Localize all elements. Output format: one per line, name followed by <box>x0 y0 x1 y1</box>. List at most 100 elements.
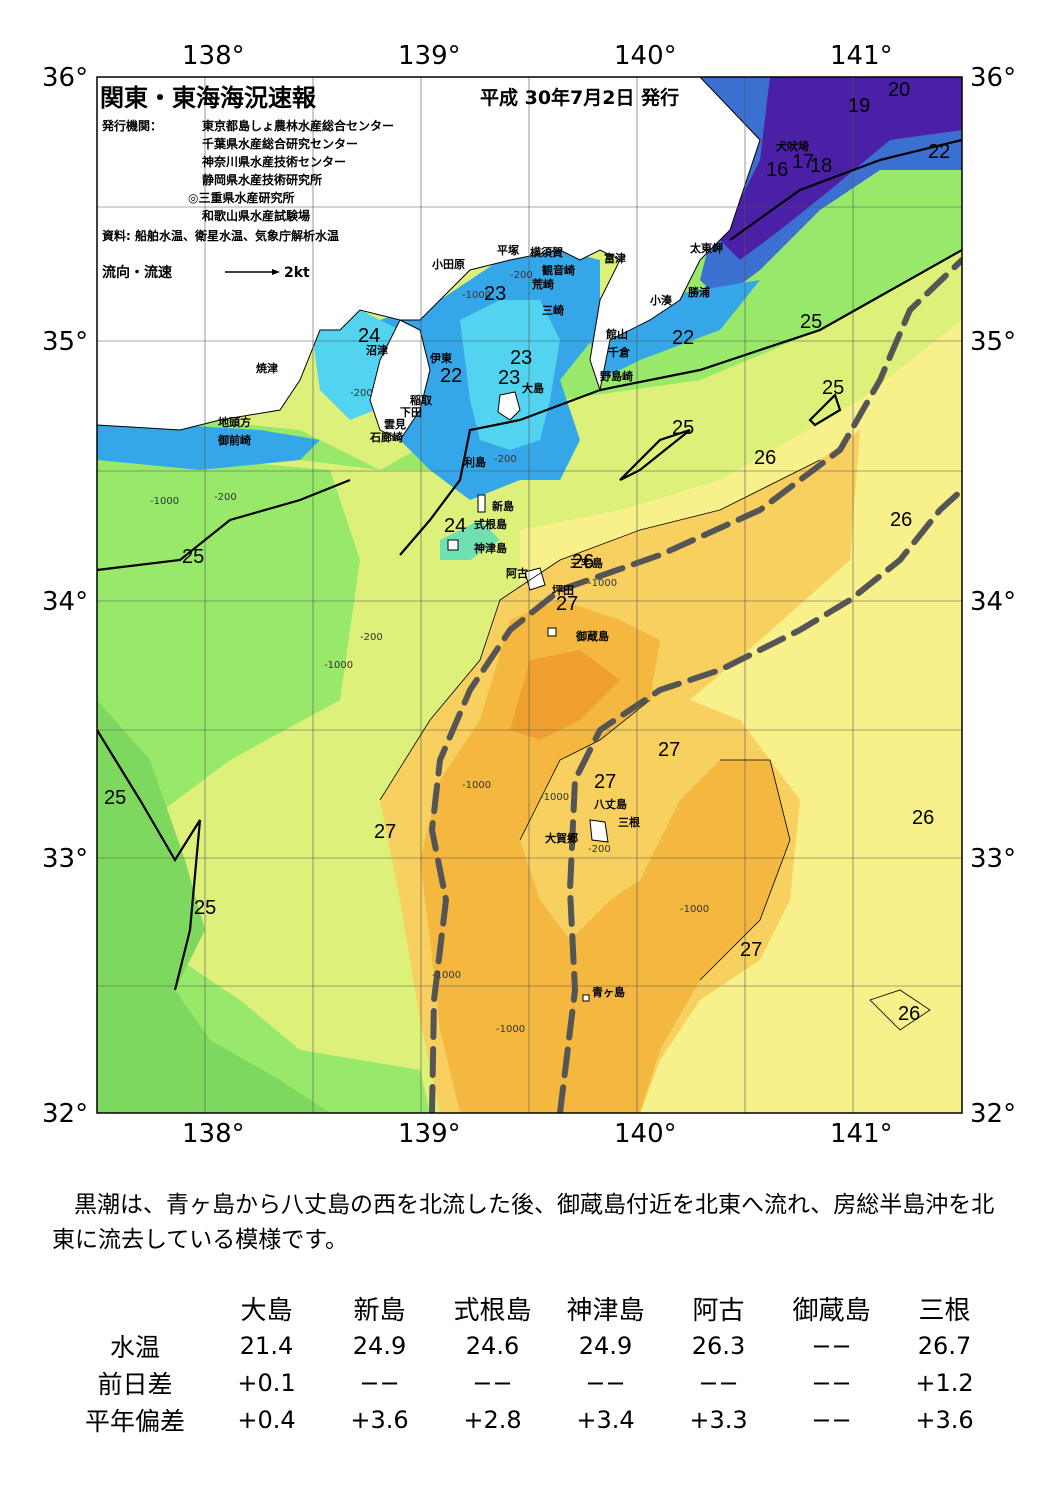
table-cell: 26.7 <box>917 1331 972 1360</box>
place-kominato: 小湊 <box>649 293 672 307</box>
table-corner <box>60 1290 210 1327</box>
latitude-labels-left: 36° 35° 34° 33° 32° <box>42 63 88 1129</box>
description-text: 黒潮は、青ヶ島から八丈島の西を北流した後、御蔵島付近を北東へ流れ、房総半島沖を北… <box>52 1192 995 1253</box>
depth-200-zenisu: -200 <box>360 632 383 643</box>
place-kannonzaki: 観音崎 <box>542 263 575 277</box>
flow-legend-arrow <box>225 269 280 275</box>
place-tsubota: 坪田 <box>552 584 574 597</box>
station-temperature-table: 大島 新島 式根島 神津島 阿古 御蔵島 三根 水温 21.4 24.9 24.… <box>60 1290 1001 1438</box>
depth-1000-south2: -1000 <box>496 1024 525 1035</box>
lon-label-138: 138° <box>182 41 245 71</box>
table-cell: +0.4 <box>237 1405 296 1434</box>
flow-legend-value: 2kt <box>284 265 310 281</box>
depth-1000-central: -1000 <box>462 780 491 791</box>
depth-1000-miyake: -1000 <box>588 578 617 589</box>
lon-label-139-bottom: 139° <box>398 1119 461 1149</box>
place-okago: 大賀郷 <box>545 831 578 845</box>
depth-1000-west: -1000 <box>150 496 179 507</box>
place-nojimazaki: 野島崎 <box>600 369 633 383</box>
isotherm-thin <box>379 459 931 1031</box>
table-cell: 24.9 <box>352 1331 407 1360</box>
lat-label-33-right: 33° <box>970 844 1016 874</box>
table-cell: +1.2 <box>915 1368 974 1397</box>
land-areas <box>96 76 761 1002</box>
table-cell: +3.4 <box>576 1405 635 1434</box>
place-miyakejima: 三宅島 <box>570 556 603 570</box>
lon-label-141-bottom: 141° <box>830 1119 893 1149</box>
place-hachijojima: 八丈島 <box>593 797 627 811</box>
publisher-block: 発行機関： 東京都島しょ農林水産総合センター 千葉県水産総合研究センター 神奈川… <box>101 118 394 243</box>
iso-label-19: 19 <box>848 95 870 117</box>
lat-label-34: 34° <box>42 587 88 617</box>
table-cell: +3.6 <box>350 1405 409 1434</box>
table-cell: 24.9 <box>578 1331 633 1360</box>
publisher-5: ◎三重県水産研究所 <box>188 190 294 205</box>
lon-label-141: 141° <box>830 41 893 71</box>
publisher-2: 千葉県水産総合研究センター <box>202 136 358 151</box>
lon-label-140-bottom: 140° <box>614 1119 677 1149</box>
place-yokosuka: 横須賀 <box>530 245 563 259</box>
depth-1000-zenisu: -1000 <box>324 660 353 671</box>
depth-200-izu: -200 <box>494 454 517 465</box>
flow-legend-label: 流向・流速 <box>102 264 172 281</box>
depth-200-hachijo: -200 <box>588 844 611 855</box>
iso-label-27-w: 27 <box>374 821 396 843</box>
table-cell: −− <box>359 1368 400 1397</box>
row-label: 水温 <box>109 1332 160 1362</box>
iso-label-27-s: 27 <box>740 939 762 961</box>
table-row-normal-deviation: 平年偏差 +0.4 +3.6 +2.8 +3.4 +3.3 −− +3.6 <box>60 1401 1001 1438</box>
iso-label-20: 20 <box>888 79 910 101</box>
place-aogashima: 青ヶ島 <box>592 985 625 999</box>
iso-label-25-mid: 25 <box>672 417 694 439</box>
row-label: 前日差 <box>97 1369 173 1399</box>
place-taitomisaki: 太東岬 <box>689 241 723 255</box>
iso-label-22-ne: 22 <box>928 141 950 163</box>
iso-label-17: 17 <box>792 151 814 173</box>
place-ito: 伊東 <box>429 351 453 365</box>
place-oshima: 大島 <box>522 381 544 395</box>
depth-1000-east: -1000 <box>680 904 709 915</box>
publisher-4: 静岡県水産技術研究所 <box>202 172 322 187</box>
table-cell: −− <box>698 1368 739 1397</box>
iso-label-25-sw: 25 <box>104 787 126 809</box>
place-odawara: 小田原 <box>431 257 465 271</box>
kuroshio-axis <box>428 257 962 1113</box>
iso-label-26-e: 26 <box>890 509 912 531</box>
iso-label-26-miyake: 26 <box>572 551 594 573</box>
map-border <box>96 76 963 1114</box>
lon-label-140: 140° <box>614 41 677 71</box>
table-cell: −− <box>472 1368 513 1397</box>
place-inubosaki: 犬吠埼 <box>776 139 809 153</box>
place-yaizu: 焼津 <box>256 361 278 375</box>
station-header: 三根 <box>918 1296 971 1326</box>
map-grid <box>97 77 962 1113</box>
depth-200-sagami: -200 <box>510 270 533 281</box>
place-arasaki: 荒崎 <box>531 277 554 291</box>
place-names: 小田原 平塚 横須賀 観音崎 富津 荒崎 三崎 館山 千倉 野島崎 小湊 勝浦 … <box>217 139 809 999</box>
table-cell: −− <box>811 1368 852 1397</box>
place-shimoda: 下田 <box>400 406 422 419</box>
table-cell: −− <box>811 1331 852 1360</box>
iso-label-18: 18 <box>810 155 832 177</box>
lat-label-36-right: 36° <box>970 63 1016 93</box>
station-header: 御蔵島 <box>792 1296 871 1326</box>
table-cell: −− <box>585 1368 626 1397</box>
table-row-day-diff: 前日差 +0.1 −− −− −− −− −− +1.2 <box>60 1364 1001 1401</box>
place-toshima: 利島 <box>464 455 486 469</box>
table-header-row: 大島 新島 式根島 神津島 阿古 御蔵島 三根 <box>60 1290 1001 1327</box>
kuroshio-description: 黒潮は、青ヶ島から八丈島の西を北流した後、御蔵島付近を北東へ流れ、房総半島沖を北… <box>52 1188 1012 1258</box>
iso-label-25-s: 25 <box>194 897 216 919</box>
place-kumomi: 雲見 <box>384 418 406 431</box>
table-cell: +2.8 <box>463 1405 522 1434</box>
iso-label-23-b: 23 <box>498 367 520 389</box>
map-title: 関東・東海海況速報 <box>100 84 317 112</box>
publisher-3: 神奈川県水産技術センター <box>202 154 346 169</box>
row-label: 平年偏差 <box>84 1406 185 1436</box>
iso-label-23-sagami: 23 <box>484 283 506 305</box>
longitude-labels-bottom: 138° 139° 140° 141° <box>182 1119 893 1149</box>
place-shikinejima: 式根島 <box>474 517 507 531</box>
publisher-label: 発行機関： <box>101 118 162 133</box>
place-misaki: 三崎 <box>542 303 564 317</box>
longitude-labels-top: 138° 139° 140° 141° <box>182 41 893 71</box>
depth-1000-south: -1000 <box>432 970 461 981</box>
